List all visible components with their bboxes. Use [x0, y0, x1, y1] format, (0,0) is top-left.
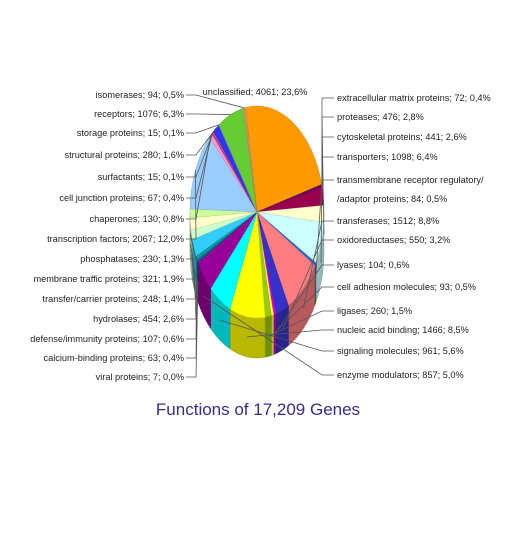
- slice-label: transporters; 1098; 6,4%: [337, 152, 438, 162]
- leader-line-transferases: [302, 220, 334, 309]
- slice-label: membrane traffic proteins; 321; 1,9%: [34, 274, 184, 284]
- slice-label: oxidoreductases; 550; 3,2%: [337, 235, 450, 245]
- leader-line-membrane-traffic-proteins: [186, 243, 197, 280]
- slice-label: cell junction proteins; 67; 0,4%: [59, 193, 184, 203]
- slice-label: surfactants; 15; 0,1%: [98, 172, 184, 182]
- leader-line-enzyme-modulators: [203, 295, 334, 376]
- slice-label: enzyme modulators; 857; 5,0%: [337, 370, 464, 380]
- leader-line-extracellular-matrix-proteins: [321, 97, 334, 186]
- slice-label: chaperones; 130; 0,8%: [90, 214, 185, 224]
- slice-label: transferases; 1512; 8,8%: [337, 216, 439, 226]
- slice-label: ligases; 260; 1,5%: [337, 306, 412, 316]
- leader-line-storage-proteins: [186, 124, 220, 134]
- leader-line-transporters: [320, 156, 334, 264]
- slice-label: proteases; 476; 2,8%: [337, 112, 424, 122]
- slice-label: isomerases; 94; 0,5%: [96, 90, 184, 100]
- leader-line-hydrolases: [186, 267, 197, 320]
- slice-labels: unclassified; 4061; 23,6% extracellular m…: [30, 87, 490, 382]
- slice-label: phosphatases; 230; 1,3%: [80, 254, 184, 264]
- slice-label: signaling molecules; 961; 5,6%: [337, 346, 464, 356]
- slice-unclassified: [245, 105, 322, 213]
- leader-line-lyases: [274, 264, 334, 335]
- slice-label: lyases; 104; 0,6%: [337, 260, 410, 270]
- pie-slices: [189, 105, 325, 359]
- slice-label: receptors; 1076; 6,3%: [94, 109, 184, 119]
- slice-label-cont: /adaptor proteins; 84; 0,5%: [337, 194, 447, 204]
- slice-label: transmembrane receptor regulatory/: [337, 175, 484, 185]
- leader-line-oxidoreductases: [282, 239, 334, 331]
- leader-line-phosphatases: [186, 233, 197, 260]
- slice-label: storage proteins; 15; 0,1%: [77, 128, 184, 138]
- leader-line-transcription-factors: [186, 170, 197, 240]
- leader-lines: [186, 94, 334, 378]
- slice-label: cytoskeletal proteins; 441; 2,6%: [337, 132, 467, 142]
- leader-line-surfactants: [186, 131, 214, 178]
- slice-label: transcription factors; 2067; 12,0%: [47, 234, 184, 244]
- leader-line-cell-adhesion-molecules: [272, 286, 334, 336]
- leader-line-cytoskeletal-proteins: [321, 136, 334, 234]
- slice-label: viral proteins; 7; 0,0%: [96, 372, 184, 382]
- slice-label: cell adhesion molecules; 93; 0,5%: [337, 282, 476, 292]
- leader-line-structural-proteins: [186, 127, 217, 156]
- slice-label: hydrolases; 454; 2,6%: [93, 314, 184, 324]
- slice-label-top: unclassified; 4061; 23,6%: [203, 87, 308, 97]
- leader-line-ligases: [268, 310, 334, 337]
- chart-title: Functions of 17,209 Genes: [156, 400, 360, 419]
- slice-label: extracellular matrix proteins; 72; 0,4%: [337, 93, 491, 103]
- slice-label: defense/immunity proteins; 107; 0,6%: [30, 334, 184, 344]
- leader-line-viral-proteins: [186, 282, 199, 378]
- slice-label: calcium-binding proteins; 63; 0,4%: [44, 353, 184, 363]
- leader-line-isomerases: [186, 94, 245, 109]
- leader-line-nucleic-acid-binding: [247, 329, 334, 338]
- leader-line-receptors: [186, 113, 231, 115]
- slice-label: nucleic acid binding; 1466; 8,5%: [337, 325, 469, 335]
- slice-label: transfer/carrier proteins; 248; 1,4%: [43, 294, 184, 304]
- leader-line-signaling-molecules: [219, 319, 334, 352]
- slice-label: structural proteins; 280; 1,6%: [64, 150, 184, 160]
